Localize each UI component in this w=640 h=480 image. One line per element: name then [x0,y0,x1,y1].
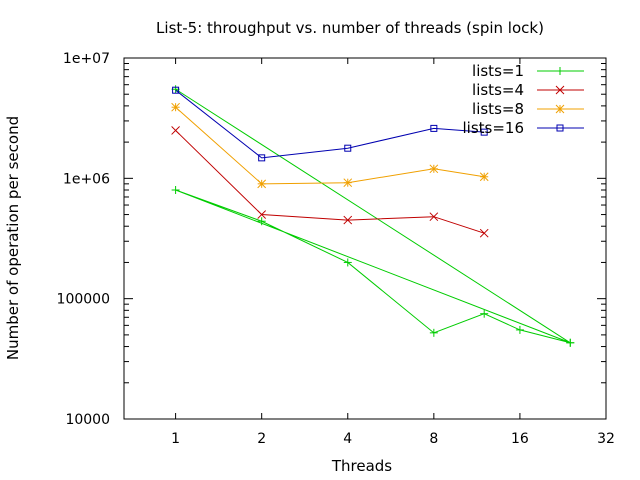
data-point [172,86,180,94]
marker-stroke [257,179,267,189]
legend-label: lists=4 [472,81,524,99]
data-point [429,328,438,337]
data-point [258,154,266,162]
marker-stroke [555,104,565,114]
data-point [171,126,180,135]
chart-title: List-5: throughput vs. number of threads… [156,19,544,37]
marker-stroke [429,164,439,174]
legend-entry: lists=4 [472,81,584,99]
legend-label: lists=16 [462,119,524,137]
data-point [429,164,439,174]
data-point [257,217,266,226]
x-tick-label: 2 [257,431,266,447]
x-tick-label: 8 [429,431,438,447]
marker-stroke [479,172,489,182]
x-tick-label: 16 [511,431,529,447]
marker-stroke [555,85,565,95]
data-point [515,325,524,334]
data-point [566,338,575,347]
data-point [479,172,489,182]
data-point [479,228,489,238]
marker-stroke [429,212,439,222]
legend-entry: lists=16 [462,119,584,137]
data-point [430,124,438,132]
marker-stroke [343,178,353,188]
y-tick-label: 10000 [65,412,110,428]
axes: 1 2 4 8 16 32 10000 100000 1e+06 1e+07 [57,51,615,447]
plot-border [123,57,607,420]
series-layer [171,85,575,347]
marker-stroke [343,215,353,225]
marker-stroke [257,210,267,219]
series-lists-8 [171,102,489,189]
marker-square [480,128,488,136]
marker-square [258,154,266,162]
data-point [344,144,352,152]
data-point [257,210,267,219]
data-point [171,102,180,112]
marker-square [430,124,438,132]
series-lists-16 [172,86,488,162]
data-point [343,178,353,188]
legend-label: lists=8 [472,100,524,118]
x-tick-label: 1 [171,431,180,447]
marker-stroke [171,126,180,135]
data-point [480,128,488,136]
data-point [480,309,489,318]
y-tick-label: 100000 [57,292,110,308]
y-tick-label: 1e+07 [63,51,110,67]
data-point [171,185,180,194]
legend-entry: lists=8 [472,100,584,118]
legend-label: lists=1 [472,62,524,80]
data-point [343,215,353,225]
series-line [175,89,485,159]
x-axis-label: Threads [331,457,392,475]
marker-square [556,124,564,132]
marker-stroke [171,102,180,112]
series-lists-4 [171,126,489,238]
series-lists-1 [171,85,575,347]
y-tick-label: 1e+06 [63,171,110,187]
x-tick-label: 4 [343,431,352,447]
data-point [429,212,439,222]
x-tick-label: 32 [597,431,615,447]
marker-square [172,86,180,94]
y-axis-label: Number of operation per second [4,116,22,360]
marker-square [344,144,352,152]
marker-stroke [479,228,489,238]
data-point [257,179,267,189]
data-point [343,258,352,267]
legend-entry: lists=1 [472,62,584,80]
